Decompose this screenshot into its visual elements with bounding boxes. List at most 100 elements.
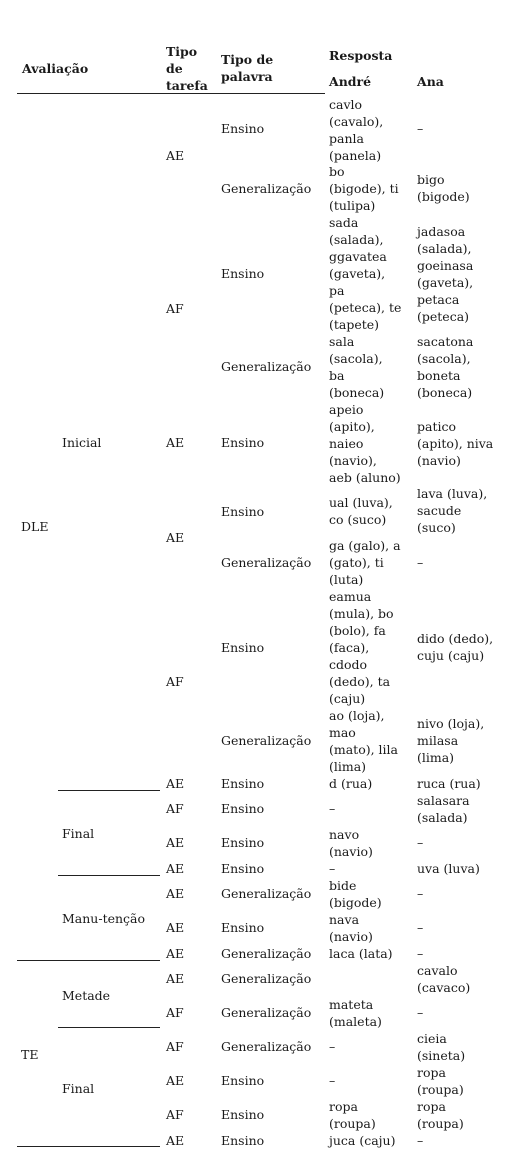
cell-andre-line: eamua: [329, 589, 372, 604]
cell-ana-line: (sacola),: [417, 351, 471, 366]
rule-final-end: [58, 875, 160, 876]
cell-ana-line: sacude: [417, 503, 462, 518]
cell-andre-line: (navio): [329, 844, 373, 859]
cell-ana-line: –: [417, 946, 424, 961]
cell-ana-line: –: [417, 835, 424, 850]
cell-tipo-tarefa: AE: [166, 971, 185, 986]
cell-ana-line: cuju (caju): [417, 648, 485, 663]
header-tipo-palavra-1: Tipo de: [221, 52, 274, 67]
cell-andre-line: (navio),: [329, 453, 377, 468]
header-tipo-palavra-2: palavra: [221, 69, 273, 84]
cell-tipo-tarefa: AE: [166, 920, 185, 935]
cell-ana-line: jadasoa: [417, 224, 466, 239]
phase-metade: Metade: [62, 988, 111, 1003]
cell-ana-line: sacatona: [417, 334, 474, 349]
cell-ana-line: (boneca): [417, 385, 473, 400]
cell-andre-line: (cavalo),: [329, 114, 384, 129]
cell-ana-line: boneta: [417, 368, 461, 383]
phase-manutencao: Manu-tenção: [62, 911, 146, 926]
cell-tipo-palavra: Ensino: [221, 640, 265, 655]
cell-ana-line: –: [417, 555, 424, 570]
cell-tipo-tarefa: AF: [166, 1039, 184, 1054]
cell-andre-line: navo: [329, 827, 360, 842]
cell-ana-line: cavalo: [417, 963, 458, 978]
cell-tipo-tarefa: AF: [166, 1107, 184, 1122]
cell-tipo-palavra: Generalização: [221, 1005, 312, 1020]
cell-andre-line: –: [329, 1039, 336, 1054]
cell-andre-line: (navio): [329, 929, 373, 944]
cell-ana-line: patico: [417, 419, 457, 434]
cell-andre-line: (faca),: [329, 640, 370, 655]
cell-tipo-palavra: Ensino: [221, 504, 265, 519]
header-tipo-tarefa-3: tarefa: [166, 78, 208, 93]
cell-andre-line: co (suco): [329, 512, 387, 527]
rule-table-end: [17, 1146, 160, 1147]
cell-tipo-tarefa: AE: [166, 148, 185, 163]
cell-ana-line: ropa: [417, 1065, 446, 1080]
cell-ana-line: cieia: [417, 1031, 447, 1046]
cell-andre-line: (gato), ti: [329, 555, 384, 570]
cell-andre-line: (boneca): [329, 385, 385, 400]
phase-inicial: Inicial: [62, 435, 102, 450]
cell-andre-line: (luta): [329, 572, 364, 587]
cell-andre-line: bo: [329, 164, 345, 179]
cell-ana-line: (navio): [417, 453, 461, 468]
cell-tipo-tarefa: AE: [166, 861, 185, 876]
cell-andre-line: bide: [329, 878, 357, 893]
cell-andre-line: (bigode), ti: [329, 181, 399, 196]
cell-andre-line: cdodo: [329, 657, 368, 672]
cell-tipo-palavra: Ensino: [221, 266, 265, 281]
cell-andre-line: ggavatea: [329, 249, 387, 264]
cell-ana-line: –: [417, 121, 424, 136]
cell-tipo-tarefa: AE: [166, 835, 185, 850]
cell-andre-line: mateta: [329, 997, 374, 1012]
cell-andre-line: (dedo), ta: [329, 674, 391, 689]
cell-andre-line: (roupa): [329, 1116, 376, 1131]
cell-tipo-tarefa: AF: [166, 801, 184, 816]
cell-tipo-tarefa: AF: [166, 1005, 184, 1020]
cell-tipo-tarefa: AE: [166, 886, 185, 901]
cell-tipo-palavra: Ensino: [221, 776, 265, 791]
group-te: TE: [21, 1047, 39, 1062]
cell-tipo-tarefa: AF: [166, 301, 184, 316]
cell-andre-line: aeb (aluno): [329, 470, 401, 485]
cell-andre-line: sala: [329, 334, 355, 349]
cell-ana-line: (cavaco): [417, 980, 471, 995]
cell-andre-line: (tulipa): [329, 198, 376, 213]
cell-ana-line: (bigode): [417, 189, 470, 204]
cell-andre-line: nava: [329, 912, 360, 927]
cell-ana-line: bigo: [417, 172, 445, 187]
cell-andre-line: ual (luva),: [329, 495, 393, 510]
cell-tipo-tarefa: AF: [166, 674, 184, 689]
cell-ana-line: (suco): [417, 520, 456, 535]
cell-ana-line: (salada): [417, 810, 468, 825]
cell-andre-line: –: [329, 801, 336, 816]
cell-ana-line: dido (dedo),: [417, 631, 494, 646]
cell-tipo-palavra: Generalização: [221, 733, 312, 748]
cell-ana-line: goeinasa: [417, 258, 474, 273]
cell-tipo-palavra: Ensino: [221, 1107, 265, 1122]
cell-andre-line: ba: [329, 368, 345, 383]
cell-andre-line: ao (loja),: [329, 708, 385, 723]
cell-andre-line: laca (lata): [329, 946, 393, 961]
cell-andre-line: mao: [329, 725, 356, 740]
rule-inicial-end: [58, 790, 160, 791]
header-rule: [17, 93, 325, 94]
cell-tipo-palavra: Ensino: [221, 435, 265, 450]
cell-ana-line: –: [417, 920, 424, 935]
cell-tipo-palavra: Ensino: [221, 1133, 265, 1148]
cell-andre-line: (caju): [329, 691, 366, 706]
header-tipo-tarefa-2: de: [166, 61, 183, 76]
cell-andre-line: (sacola),: [329, 351, 383, 366]
cell-ana-line: (peteca): [417, 309, 470, 324]
cell-andre-line: ga (galo), a: [329, 538, 401, 553]
cell-ana-line: –: [417, 1005, 424, 1020]
rule-metade-end: [58, 1027, 160, 1028]
header-avaliacao: Avaliação: [22, 61, 89, 76]
cell-andre-line: (mula), bo: [329, 606, 394, 621]
cell-andre-line: (peteca), te: [329, 300, 402, 315]
cell-andre-line: (lima): [329, 759, 367, 774]
header-resposta: Resposta: [329, 48, 393, 63]
cell-ana-line: (roupa): [417, 1116, 464, 1131]
cell-andre-line: ropa: [329, 1099, 358, 1114]
